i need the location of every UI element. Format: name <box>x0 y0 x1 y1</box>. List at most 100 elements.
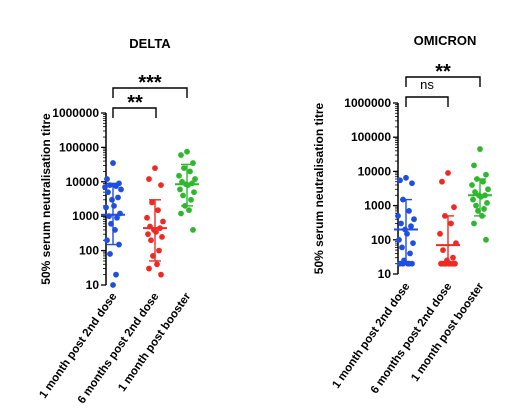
y-tick-label: 1000 <box>364 199 391 213</box>
data-point <box>409 180 415 187</box>
data-point <box>184 148 190 155</box>
data-point <box>111 202 117 209</box>
data-point <box>107 251 113 257</box>
data-point <box>437 230 443 237</box>
data-point <box>146 265 152 272</box>
data-point <box>192 176 198 182</box>
significance-bracket <box>405 76 481 87</box>
data-point <box>155 207 161 214</box>
data-point <box>445 170 451 176</box>
significance-bracket <box>112 87 188 98</box>
y-tick-label: 100000 <box>59 140 99 154</box>
data-point <box>469 182 475 188</box>
data-point <box>104 176 110 182</box>
data-point <box>103 204 109 211</box>
data-point <box>160 218 166 225</box>
data-point <box>113 271 119 278</box>
data-point <box>408 223 414 230</box>
data-point <box>403 174 409 181</box>
data-point <box>178 210 184 217</box>
data-point <box>158 271 164 278</box>
data-point <box>485 186 491 193</box>
data-point <box>156 247 162 254</box>
data-point <box>440 247 446 253</box>
significance-label: ns <box>420 77 434 92</box>
y-tick-label: 100 <box>371 233 391 247</box>
data-point <box>118 186 124 193</box>
data-point <box>148 237 154 244</box>
data-point <box>187 168 193 175</box>
y-tick-label: 10 <box>378 267 392 281</box>
y-tick-label: 10000 <box>66 175 100 189</box>
data-point <box>448 220 454 227</box>
data-point <box>484 199 490 206</box>
data-point <box>190 226 196 233</box>
data-point <box>152 165 158 172</box>
data-point <box>477 146 483 152</box>
data-point <box>407 250 413 257</box>
data-point <box>144 214 150 221</box>
data-point <box>181 165 187 172</box>
data-point <box>110 282 116 288</box>
data-point <box>186 207 192 214</box>
significance-label: *** <box>138 72 162 94</box>
chart-title: OMICRON <box>414 33 477 48</box>
data-point <box>473 202 479 209</box>
data-point <box>483 236 489 243</box>
y-axis-label: 50% serum neutralisation titre <box>39 113 53 285</box>
data-point <box>145 231 151 238</box>
data-point <box>399 244 405 251</box>
data-point <box>471 162 477 169</box>
data-point <box>397 177 403 184</box>
data-point <box>114 214 120 221</box>
data-point <box>404 230 410 237</box>
data-point <box>154 261 160 268</box>
data-point <box>104 237 110 244</box>
data-point <box>159 234 165 240</box>
data-point <box>483 171 489 178</box>
significance-bracket <box>405 96 449 107</box>
data-point <box>406 207 412 214</box>
data-point <box>398 220 404 227</box>
data-point <box>158 182 164 189</box>
data-point <box>471 220 477 227</box>
significance-bracket <box>112 107 157 118</box>
data-point <box>109 196 115 203</box>
data-point <box>149 199 155 206</box>
data-point <box>411 216 417 223</box>
data-point <box>472 189 478 195</box>
data-point <box>115 194 121 201</box>
significance-label: ** <box>435 61 451 83</box>
y-tick-label: 100 <box>79 244 99 258</box>
delta-panel: DELTA 50% serum neutralisation titre 10 100… <box>37 36 199 406</box>
y-tick-label: 10000 <box>358 164 392 178</box>
category-label: 1 month post 2nd dose <box>37 291 119 401</box>
y-axis-label: 50% serum neutralisation titre <box>312 102 326 274</box>
category-label: 1 month post 2nd dose <box>330 281 412 391</box>
data-point <box>188 196 194 203</box>
data-point <box>180 192 186 199</box>
data-point <box>153 228 159 235</box>
y-tick-label: 100000 <box>351 130 391 144</box>
data-point <box>481 206 487 212</box>
data-point <box>451 204 457 211</box>
y-tick-label: 1000 <box>72 209 99 223</box>
y-tick-label: 1000000 <box>52 106 99 120</box>
data-point <box>396 236 402 243</box>
y-tick-label: 1000000 <box>344 96 391 110</box>
significance-label: ** <box>127 92 143 114</box>
data-point <box>410 240 416 247</box>
data-point <box>470 196 476 203</box>
chart-title: DELTA <box>129 36 171 51</box>
data-point <box>105 189 111 196</box>
data-point <box>146 176 152 182</box>
data-point <box>102 184 108 191</box>
data-point <box>113 183 119 189</box>
data-point <box>450 254 456 261</box>
data-point <box>395 212 401 219</box>
data-point <box>480 178 486 185</box>
data-point <box>191 189 197 196</box>
y-tick-label: 10 <box>86 278 100 292</box>
